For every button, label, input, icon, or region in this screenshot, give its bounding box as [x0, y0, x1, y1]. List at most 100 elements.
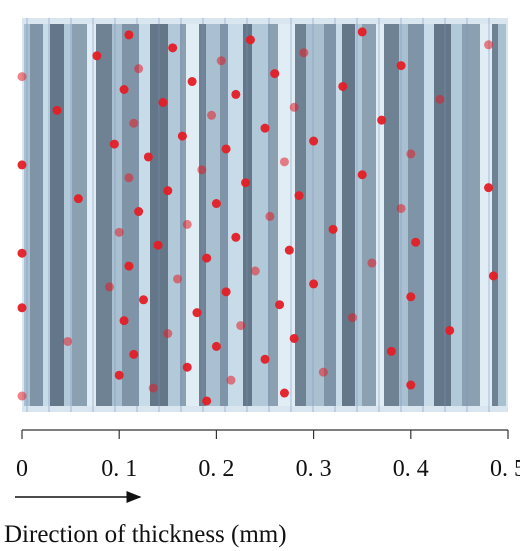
particle [182, 362, 192, 372]
particle [129, 118, 139, 128]
particle [202, 396, 212, 406]
particle [182, 219, 192, 229]
particle [168, 43, 178, 53]
particle [153, 240, 163, 250]
particle [158, 97, 168, 107]
particle [406, 380, 416, 390]
render-stripe [72, 24, 87, 406]
particle [250, 266, 260, 276]
particle [119, 316, 129, 326]
particle [143, 152, 153, 162]
render-stripe [50, 24, 64, 406]
particle [260, 123, 270, 133]
particle [52, 105, 62, 115]
background-render [22, 18, 508, 412]
particle [63, 336, 73, 346]
particle [484, 183, 494, 193]
particle [406, 292, 416, 302]
render-stripe [139, 24, 150, 406]
particle [279, 388, 289, 398]
particle [226, 375, 236, 385]
render-stripe [362, 24, 376, 406]
particle [114, 370, 124, 380]
render-stripe [480, 24, 492, 406]
particle [73, 194, 83, 204]
particle [124, 173, 134, 183]
particle [289, 102, 299, 112]
particle [221, 287, 231, 297]
x-tick-label: 0. 1 [101, 456, 137, 482]
render-stripe [342, 24, 355, 406]
particle [245, 35, 255, 45]
render-stripe [336, 24, 342, 406]
render-stripe [180, 24, 186, 406]
render-stripe [462, 24, 480, 406]
particle [328, 224, 338, 234]
particle [207, 110, 217, 120]
particle [192, 308, 202, 318]
particle [17, 248, 27, 258]
particle [202, 253, 212, 263]
particle [367, 258, 377, 268]
particle [197, 165, 207, 175]
particle [187, 77, 197, 87]
particle [124, 30, 134, 40]
particle [17, 160, 27, 170]
particle [139, 295, 148, 305]
particle [386, 346, 396, 356]
render-stripe [168, 24, 180, 406]
particle [211, 341, 221, 351]
particle [279, 157, 289, 167]
render-stripe [30, 24, 43, 406]
particle [284, 245, 294, 255]
particle [270, 69, 280, 79]
x-axis-label: Direction of thickness (mm) [4, 521, 287, 548]
particle [289, 333, 299, 343]
particle [294, 191, 304, 201]
render-stripe [306, 24, 324, 406]
particle [347, 313, 357, 323]
x-tick-label: 0. 5 [490, 456, 520, 482]
particle [406, 149, 416, 159]
particle [338, 81, 348, 91]
particle [435, 94, 445, 104]
particle [124, 261, 134, 271]
particle [236, 321, 246, 331]
particle [92, 51, 102, 61]
particle [119, 85, 129, 95]
render-stripe [355, 24, 362, 406]
particle [265, 211, 275, 221]
particle [231, 232, 241, 242]
particle [396, 61, 406, 71]
render-stripe [492, 24, 498, 406]
render-stripe [243, 24, 252, 406]
particle [163, 329, 173, 339]
particle [484, 40, 494, 50]
render-stripe [64, 24, 72, 406]
particle [357, 170, 367, 180]
render-stripe [451, 24, 462, 406]
render-stripe [399, 24, 408, 406]
render-stripe [220, 24, 228, 406]
particle [211, 199, 221, 209]
render-stripe [43, 24, 50, 406]
particle [411, 237, 421, 247]
x-tick-label: 0. 4 [393, 456, 429, 482]
render-stripe [324, 24, 336, 406]
render-stripe [96, 24, 112, 406]
x-tick-label: 0 [16, 456, 28, 482]
particle [275, 300, 285, 310]
particle [309, 136, 319, 146]
particle [163, 186, 173, 196]
render-stripe [376, 24, 384, 406]
particle [17, 391, 27, 401]
render-stripe [199, 24, 206, 406]
particle [129, 349, 139, 359]
render-stripe [87, 24, 96, 406]
particle [221, 144, 231, 154]
particle [299, 48, 309, 58]
particle [488, 271, 498, 281]
particle [17, 303, 27, 313]
particle [396, 203, 406, 213]
